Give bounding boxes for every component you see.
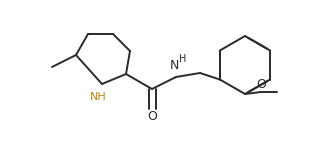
Text: H: H [179,54,187,64]
Text: O: O [256,77,266,91]
Text: NH: NH [90,92,107,102]
Text: N: N [169,59,179,71]
Text: O: O [147,111,157,123]
